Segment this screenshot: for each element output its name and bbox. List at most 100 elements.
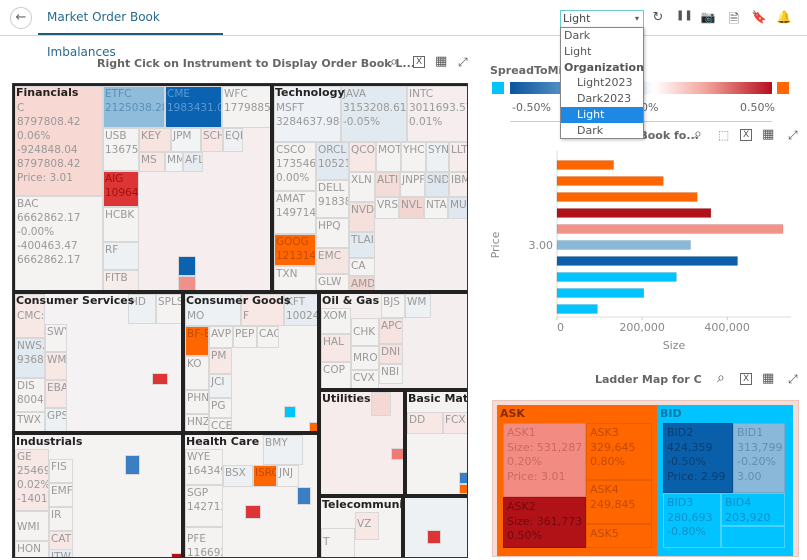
cell-afl[interactable]: AFL xyxy=(183,152,203,172)
cell-orcl[interactable]: ORCL 10521 xyxy=(316,142,349,180)
cell-cmcs[interactable]: CMC: xyxy=(15,294,45,338)
expand-icon[interactable]: ⤢ xyxy=(458,55,468,69)
bar-ask2[interactable] xyxy=(556,208,712,218)
refresh-icon[interactable]: ↻ xyxy=(652,10,664,25)
cell-ge[interactable]: GE 25469 0.02% -1401( xyxy=(15,449,49,511)
cell-hd[interactable]: HD xyxy=(128,294,156,324)
cell-txn[interactable]: TXN xyxy=(274,266,316,290)
snapshot-icon[interactable]: 📷 xyxy=(700,10,716,24)
pause-icon[interactable]: ❚❚ xyxy=(676,10,693,21)
sector-industrials[interactable]: Industrials GE 25469 0.02% -1401( FIS EMF I… xyxy=(13,433,183,557)
cell-key[interactable]: KEY xyxy=(139,128,171,152)
cell-jci[interactable]: JCI xyxy=(209,374,232,398)
cell-csco[interactable]: CSCO 173546 0.00% xyxy=(274,142,316,191)
cell-f[interactable]: F xyxy=(241,294,284,326)
sector-telecom[interactable]: Telecommunic VZ T xyxy=(319,496,403,557)
cell-wfc[interactable]: WFC 1779885. xyxy=(222,86,270,128)
sector-health-care[interactable]: Health Care WYE164349 BMY BSX ISRC JNJ S… xyxy=(183,433,319,557)
cell-fitb[interactable]: FITB xyxy=(103,270,139,290)
cell-alti[interactable]: ALTI xyxy=(375,172,400,197)
cell-mu[interactable]: MU xyxy=(448,197,467,219)
ladder-ask5[interactable]: ASK5 xyxy=(586,524,652,548)
cell-nbl[interactable]: NBI xyxy=(379,364,403,384)
cell-hal[interactable]: HAL xyxy=(321,334,351,362)
cell-mo[interactable]: MO xyxy=(185,294,241,326)
cell-wmb[interactable]: WM xyxy=(405,294,431,318)
cell-fin-red[interactable] xyxy=(178,276,196,290)
theme-option-dark2023[interactable]: Dark2023 xyxy=(577,92,632,106)
bookmark-icon[interactable]: 🔖 xyxy=(751,10,767,24)
cell-msft[interactable]: MSFT 3284637.98 xyxy=(274,86,341,142)
cell-spls[interactable]: SPLS xyxy=(156,294,181,324)
bar-ask5[interactable] xyxy=(556,160,614,170)
cell-bjs[interactable]: BJS xyxy=(381,294,405,318)
cell-jpm[interactable]: JPM xyxy=(171,128,201,152)
cell-rf[interactable]: RF xyxy=(103,242,139,270)
theme-option-dark[interactable]: Dark xyxy=(564,29,591,42)
cell-xln[interactable]: XLN xyxy=(349,172,375,202)
cell-cop[interactable]: COP xyxy=(321,362,351,388)
cell-chk[interactable]: CHK xyxy=(351,318,379,346)
cell-cce[interactable]: CCE xyxy=(209,418,232,431)
ladder-bid5[interactable] xyxy=(721,526,785,548)
bar-bid3[interactable] xyxy=(556,272,677,282)
tab-market-order-book[interactable]: Market Order Book Imbalances xyxy=(38,0,223,59)
bar-bid5[interactable] xyxy=(556,304,598,314)
table-icon[interactable]: ▦ xyxy=(762,127,775,142)
cell-dell[interactable]: DELL 91838 xyxy=(316,180,349,218)
cell-avp[interactable]: AVP xyxy=(209,326,233,348)
cell-bac[interactable]: BAC 6662862.17 -0.00% -400463.47 6662862.17 xyxy=(15,196,103,290)
sector-technology[interactable]: Technology MSFT 3284637.98 JAVA 3153208.61… xyxy=(272,84,467,292)
cell-bm-blue[interactable] xyxy=(459,472,467,484)
cell-tla[interactable]: TLAI xyxy=(349,232,375,258)
cell-cs-red[interactable] xyxy=(152,373,168,385)
cell-fis[interactable]: FIS xyxy=(49,459,73,483)
cell-ebay[interactable]: EBA xyxy=(45,380,67,408)
selection-icon[interactable]: ⬚ xyxy=(718,128,730,142)
sector-consumer-goods[interactable]: Consumer Goods MO F KFT 10024 BF-E AVP PE… xyxy=(183,292,319,433)
excel-icon[interactable]: X xyxy=(740,373,753,385)
cell-sch[interactable]: SCH xyxy=(201,128,223,152)
cell-apc[interactable]: APC xyxy=(379,318,403,344)
cell-bfb[interactable]: BF-E xyxy=(185,326,209,356)
cell-jnj[interactable]: JNJ xyxy=(277,465,299,487)
cell-sgp[interactable]: SGP142713 xyxy=(185,485,223,527)
sector-basic-materials[interactable]: Basic Mate DD FCX xyxy=(405,390,467,496)
cell-usb[interactable]: USB 13675 xyxy=(103,128,139,171)
cell-amd[interactable]: AMD xyxy=(349,276,375,290)
bar-ask3[interactable] xyxy=(556,192,698,202)
cell-cme[interactable]: CME 1983431.0 xyxy=(165,86,222,128)
cell-gps[interactable]: GPS xyxy=(45,408,67,431)
cell-aig[interactable]: AIG 10964 xyxy=(103,171,139,207)
ladder-ask2[interactable]: ASK2 Size: 361,773 0.50% xyxy=(503,497,586,548)
cell-c[interactable]: C 8797808.42 0.06% -924848.04 8797808.42 Pric… xyxy=(15,86,103,196)
ladder-ask3[interactable]: ASK3 329,645 0.80% xyxy=(586,423,652,480)
cell-emc[interactable]: EMC xyxy=(316,248,349,274)
ladder-bid2[interactable]: BID2 424,359 -0.50% Price: 2.99 xyxy=(663,423,733,493)
cell-hcbk[interactable]: HCBK xyxy=(103,207,139,242)
cell-xom[interactable]: XOM xyxy=(321,308,351,334)
search-icon[interactable]: ⌕ xyxy=(717,370,725,386)
cell-jnpr[interactable]: JNPF xyxy=(400,172,425,197)
cell-nta[interactable]: NTA xyxy=(424,197,448,219)
cell-kft[interactable]: KFT 10024 xyxy=(284,294,317,326)
cell-ut-1[interactable] xyxy=(371,392,391,416)
table-icon[interactable]: ▦ xyxy=(435,54,448,69)
cell-other-red[interactable] xyxy=(427,530,441,544)
cell-cat[interactable]: CAT xyxy=(49,531,73,553)
cell-fin-blue[interactable] xyxy=(178,256,196,276)
cell-cag[interactable]: CAC xyxy=(257,326,279,348)
cell-hc-blue[interactable] xyxy=(297,487,311,505)
theme-select[interactable]: Light ▾ xyxy=(560,10,644,28)
cell-yhc[interactable]: YHC xyxy=(401,142,426,172)
pdf-icon[interactable]: 🗎 xyxy=(728,12,740,27)
cell-intc[interactable]: INTC 3011693.57 0.01% xyxy=(407,86,467,142)
ladder-bid1[interactable]: BID1 313,799 -0.20% 3.00 xyxy=(733,423,785,493)
cell-etfc[interactable]: ETFC 2125038.28 xyxy=(103,86,165,128)
bar-ask4[interactable] xyxy=(556,176,664,186)
theme-option-org-light[interactable]: Light xyxy=(561,106,643,123)
cell-wye[interactable]: WYE164349 xyxy=(185,449,223,485)
cell-dd[interactable]: DD xyxy=(407,412,443,434)
cell-hon[interactable]: HON xyxy=(15,541,49,557)
ladder-ask4[interactable]: ASK4 249,845 xyxy=(586,480,652,524)
